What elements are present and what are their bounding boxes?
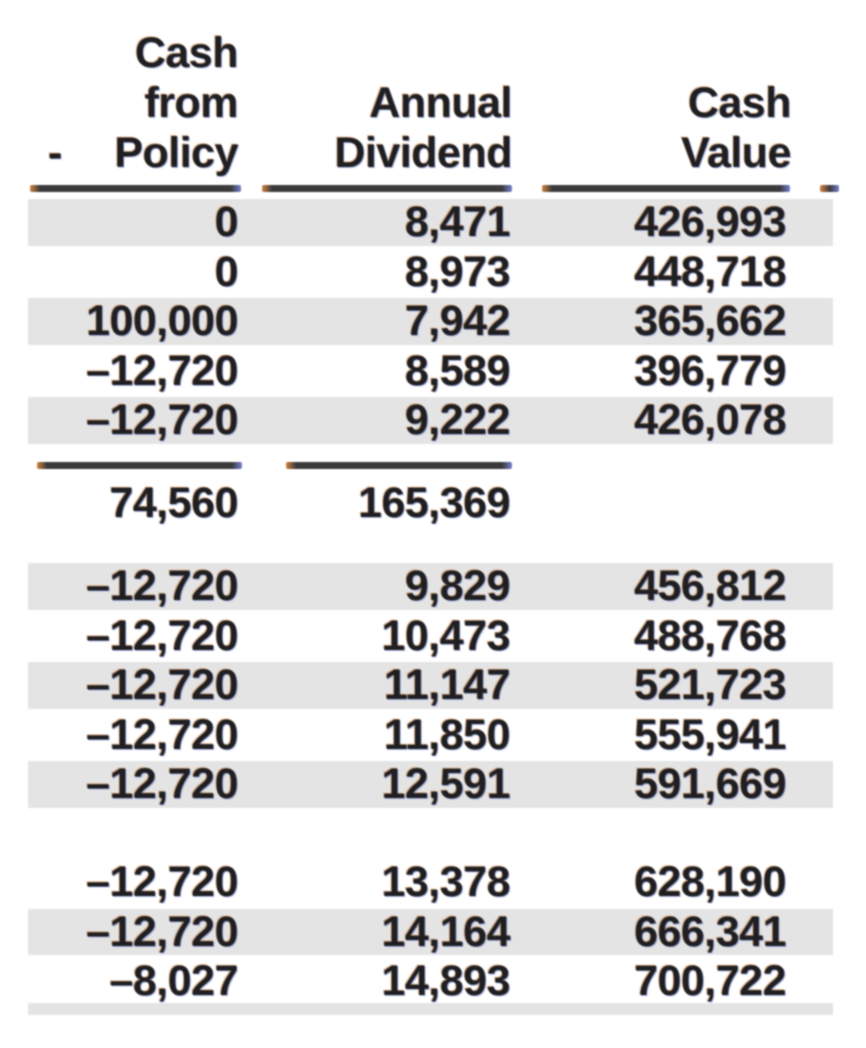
table-cell: 0 bbox=[214, 247, 239, 296]
clipped-row-band bbox=[28, 1003, 833, 1015]
column-header-annual-dividend: Annual Dividend bbox=[0, 78, 512, 178]
table-cell: 9,222 bbox=[404, 396, 511, 445]
table-cell: 628,190 bbox=[634, 858, 786, 907]
table-cell: 365,662 bbox=[634, 297, 786, 346]
header-line: Value bbox=[681, 129, 791, 177]
table-cell: –12,720 bbox=[86, 396, 238, 445]
table-cell: –12,720 bbox=[86, 760, 238, 809]
table-cell: 591,669 bbox=[634, 760, 786, 809]
table-cell: 8,589 bbox=[404, 346, 511, 395]
subtotal-rule-annual-dividend bbox=[286, 462, 512, 469]
table-cell: 488,768 bbox=[634, 611, 786, 660]
table-cell: –12,720 bbox=[86, 858, 238, 907]
table-row: –12,720 11,147 521,723 bbox=[0, 661, 866, 711]
table-cell: 396,779 bbox=[634, 346, 786, 395]
table-cell: –12,720 bbox=[86, 661, 238, 710]
table-cell: –12,720 bbox=[86, 611, 238, 660]
header-line: Cash bbox=[134, 29, 239, 77]
total-annual-dividend: 165,369 bbox=[358, 478, 510, 527]
table-section-years-11-13: –12,720 13,378 628,190 –12,720 14,164 666,341… bbox=[0, 858, 866, 1007]
totals-row: 74,560 165,369 bbox=[0, 478, 866, 528]
header-line: Policy bbox=[114, 129, 238, 177]
table-cell: –12,720 bbox=[86, 562, 238, 611]
header-rule-cash-from-policy bbox=[30, 185, 241, 192]
header-line: Annual bbox=[369, 79, 512, 127]
total-cash-from-policy: 74,560 bbox=[109, 478, 238, 527]
header-line: Cash bbox=[687, 79, 792, 127]
table-cell: 8,973 bbox=[404, 247, 511, 296]
table-row: –12,720 9,829 456,812 bbox=[0, 562, 866, 612]
table-cell: 12,591 bbox=[381, 760, 510, 809]
table-cell: 426,993 bbox=[634, 198, 786, 247]
table-cell: –8,027 bbox=[109, 957, 238, 1006]
header-rule-annual-dividend bbox=[262, 185, 512, 192]
header-rule-fragment bbox=[820, 185, 839, 192]
table-row: –12,720 8,589 396,779 bbox=[0, 347, 866, 397]
subtotal-rule-cash-from-policy bbox=[37, 462, 242, 469]
table-cell: 555,941 bbox=[634, 710, 786, 759]
table-cell: 14,164 bbox=[381, 907, 510, 956]
table-cell: 11,147 bbox=[383, 661, 511, 710]
table-row: –12,720 9,222 426,078 bbox=[0, 396, 866, 446]
table-cell: 9,829 bbox=[404, 562, 511, 611]
table-cell: 10,473 bbox=[381, 611, 510, 660]
table-cell: 700,722 bbox=[634, 957, 786, 1006]
table-cell: 13,378 bbox=[381, 858, 510, 907]
table-row: –12,720 12,591 591,669 bbox=[0, 760, 866, 810]
table-row: –12,720 13,378 628,190 bbox=[0, 858, 866, 908]
table-row: 0 8,973 448,718 bbox=[0, 248, 866, 298]
table-cell: –12,720 bbox=[86, 907, 238, 956]
table-cell: 14,893 bbox=[381, 957, 510, 1006]
header-rule-cash-value bbox=[542, 185, 790, 192]
column-header-cash-value: Cash Value bbox=[0, 78, 791, 178]
header-line: Dividend bbox=[334, 129, 512, 177]
table-cell: 7,942 bbox=[404, 297, 511, 346]
table-cell: 448,718 bbox=[634, 247, 786, 296]
header-line: from bbox=[144, 79, 238, 127]
table-cell: 8,471 bbox=[404, 198, 511, 247]
column-header-cash-from-policy: Cash from Policy bbox=[0, 28, 238, 178]
table-section-years-6-10: –12,720 9,829 456,812 –12,720 10,473 488,768–… bbox=[0, 562, 866, 810]
table-row: 0 8,471 426,993 bbox=[0, 198, 866, 248]
table-cell: 521,723 bbox=[634, 661, 786, 710]
table-cell: 0 bbox=[214, 198, 239, 247]
table-cell: 426,078 bbox=[634, 396, 786, 445]
table-cell: 456,812 bbox=[634, 562, 786, 611]
table-cell: –12,720 bbox=[86, 346, 238, 395]
table-row: –12,720 10,473 488,768 bbox=[0, 612, 866, 662]
table-cell: 666,341 bbox=[634, 907, 786, 956]
table-cell: –12,720 bbox=[86, 710, 238, 759]
table-section-years-1-5: 0 8,471 426,993 0 8,973 448,718 100,000 7,942 36… bbox=[0, 198, 866, 446]
table-row: –12,720 11,850 555,941 bbox=[0, 711, 866, 761]
table-row: –8,027 14,893 700,722 bbox=[0, 957, 866, 1007]
table-row: –12,720 14,164 666,341 bbox=[0, 908, 866, 958]
stray-dash: - bbox=[48, 129, 62, 177]
table-cell: 11,850 bbox=[383, 710, 511, 759]
table-row: 100,000 7,942 365,662 bbox=[0, 297, 866, 347]
table-cell: 100,000 bbox=[86, 297, 238, 346]
